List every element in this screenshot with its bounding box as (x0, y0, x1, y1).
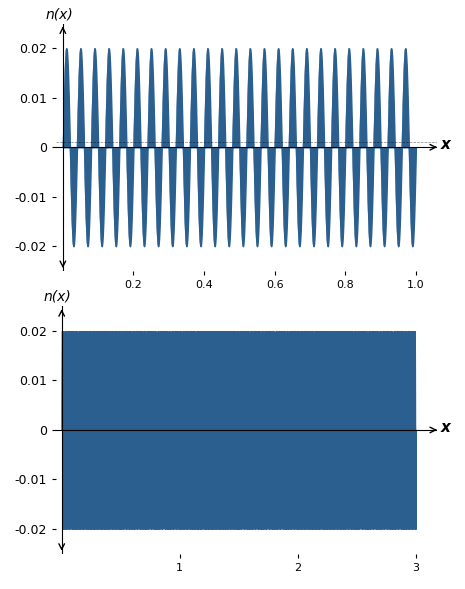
Text: n(x): n(x) (44, 290, 72, 304)
Text: x: x (441, 420, 451, 435)
Text: n(x): n(x) (45, 7, 73, 21)
Text: x: x (441, 137, 451, 153)
